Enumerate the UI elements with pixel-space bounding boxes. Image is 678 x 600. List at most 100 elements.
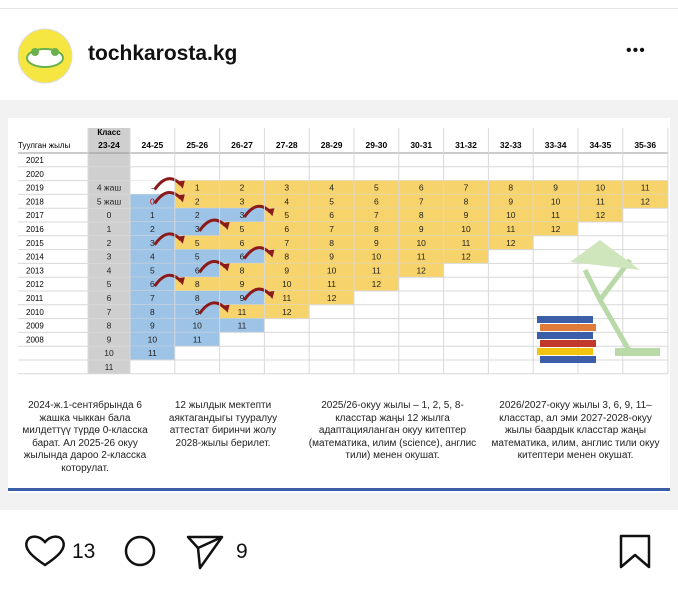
cell-bg <box>174 208 220 222</box>
username[interactable]: tochkarosta.kg <box>88 42 238 65</box>
cell-bg <box>130 332 175 347</box>
cell: 11 <box>193 334 202 344</box>
cell: 11 <box>148 348 157 358</box>
like-icon[interactable] <box>25 535 65 567</box>
cell-bg <box>130 318 175 333</box>
cell-bg <box>130 208 175 222</box>
column-header: 26-27 <box>231 140 253 150</box>
cell: 7 <box>329 224 334 234</box>
arrow-head <box>176 235 185 244</box>
cell: 6 <box>419 183 424 193</box>
cell-bg <box>443 180 489 195</box>
cell-bg <box>622 194 668 209</box>
birth-year: 2016 <box>26 225 44 234</box>
cell: 3 <box>107 252 112 262</box>
caption: 12 жылдык мектепти аяктагандыгы тууралуу… <box>168 400 278 449</box>
cell: 1 <box>195 183 200 193</box>
cell: 5 <box>374 183 379 193</box>
cell: 10 <box>148 334 158 344</box>
cell: 10 <box>551 196 561 206</box>
comment-icon[interactable] <box>124 535 156 567</box>
cell: 8 <box>150 307 155 317</box>
cell: 8 <box>374 224 379 234</box>
book <box>537 332 593 339</box>
cell-bg <box>264 277 310 291</box>
cell-bg <box>533 222 578 236</box>
cell-bg <box>443 235 489 250</box>
cell-bg <box>174 235 220 250</box>
cell: 12 <box>506 238 516 248</box>
cell: 11 <box>596 196 605 206</box>
cell: 1 <box>107 224 112 234</box>
cell: 5 <box>195 238 200 248</box>
cell: 4 <box>107 265 112 275</box>
cell: 5 <box>329 196 334 206</box>
cell: 6 <box>374 196 379 206</box>
column-header: 23-24 <box>98 140 120 150</box>
action-icons <box>25 534 651 570</box>
cell: 11 <box>282 293 291 303</box>
cell-bg <box>443 222 489 236</box>
cell-bg <box>398 194 444 209</box>
cell-bg <box>264 249 310 264</box>
share-icon[interactable] <box>186 535 224 570</box>
cell: 5 <box>284 210 289 220</box>
cell: 5 <box>150 265 155 275</box>
avatar[interactable] <box>17 28 73 84</box>
cell-bg <box>578 180 623 195</box>
lamp-base <box>615 348 660 356</box>
cell-bg <box>354 277 399 291</box>
cell: 9 <box>284 265 289 275</box>
cell: 4 <box>150 252 155 262</box>
cell-bg <box>309 277 354 291</box>
cell: 2 <box>240 183 245 193</box>
column-header: 25-26 <box>186 140 208 150</box>
column-header: 29-30 <box>366 140 388 150</box>
arrow-head <box>221 263 230 272</box>
cell: 6 <box>107 293 112 303</box>
cell-bg <box>309 222 354 236</box>
caption: 2024-ж.1-сентябрында 6 жашка чыккан бала… <box>22 400 148 474</box>
column-header: 24-25 <box>142 140 164 150</box>
cell-bg <box>174 222 220 236</box>
birth-year: 2018 <box>26 197 44 206</box>
cell: 7 <box>374 210 379 220</box>
cell: 10 <box>506 210 516 220</box>
cell: 3 <box>195 224 200 234</box>
cell: 11 <box>238 307 247 317</box>
cell: 12 <box>372 279 382 289</box>
birth-year: 2011 <box>26 294 44 303</box>
cell-bg <box>264 222 310 236</box>
cell-bg <box>219 235 265 250</box>
cell-bg <box>578 194 623 209</box>
save-icon[interactable] <box>619 534 651 569</box>
cell-bg <box>309 208 354 222</box>
cell-bg <box>174 332 220 347</box>
cell: 8 <box>195 293 200 303</box>
cell-bg <box>488 180 534 195</box>
cell-bg <box>130 291 175 305</box>
cell: 1 <box>150 210 155 220</box>
cell-bg <box>398 263 444 278</box>
cell-bg <box>174 318 220 333</box>
cell: 8 <box>508 183 513 193</box>
cell-bg <box>354 249 399 264</box>
birth-year: 2013 <box>26 266 44 275</box>
cell: 7 <box>419 196 424 206</box>
cell: 9 <box>107 334 112 344</box>
lamp-shade <box>570 240 640 270</box>
cell-bg <box>264 263 310 278</box>
more-button[interactable]: ••• <box>626 42 646 59</box>
column-header: 28-29 <box>321 140 343 150</box>
book <box>540 356 596 363</box>
cell: 9 <box>419 224 424 234</box>
cell: 8 <box>240 265 245 275</box>
cell: 4 <box>284 196 289 206</box>
book <box>537 316 593 323</box>
cell: 11 <box>238 321 247 331</box>
column-header: 27-28 <box>276 140 298 150</box>
cell-bg <box>219 180 265 195</box>
cell-bg <box>354 208 399 222</box>
cell-bg <box>174 194 220 209</box>
